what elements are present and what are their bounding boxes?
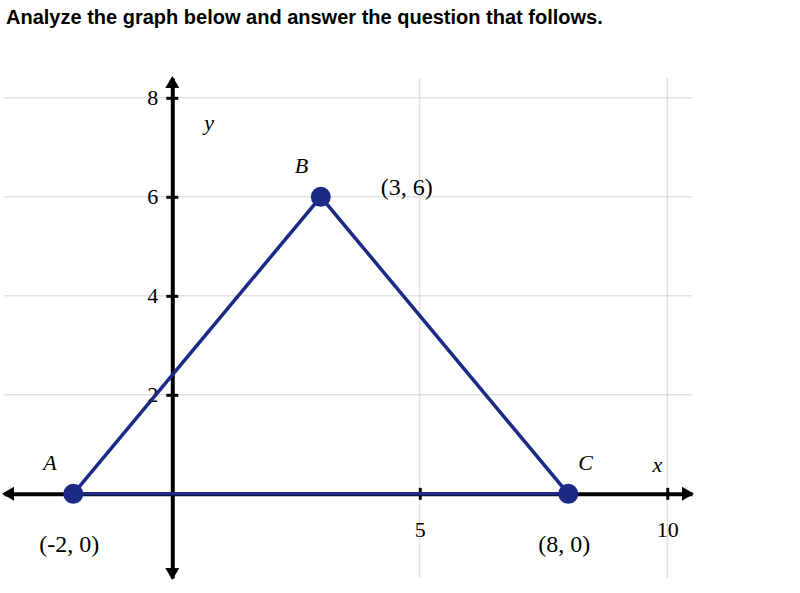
tick-mark bbox=[166, 295, 178, 298]
vertex bbox=[311, 187, 331, 207]
grid-line bbox=[4, 295, 692, 296]
grid-line bbox=[4, 196, 692, 197]
axis-arrow bbox=[165, 568, 179, 580]
vertex-label: A bbox=[41, 450, 57, 475]
tick: 4 bbox=[147, 283, 178, 308]
tick-label: 10 bbox=[657, 517, 679, 542]
axis-line bbox=[171, 79, 175, 579]
tick-label: 8 bbox=[147, 85, 158, 110]
axis-arrow bbox=[2, 487, 14, 501]
tick: 5 bbox=[415, 488, 426, 543]
tick: 10 bbox=[657, 488, 679, 543]
tick-label: 6 bbox=[147, 184, 158, 209]
axis-title: x bbox=[651, 452, 662, 477]
vertex bbox=[558, 484, 578, 504]
axis-title: y bbox=[202, 110, 214, 135]
labels: A (-2, 0) B (3, 6) C (8, 0) bbox=[39, 153, 593, 557]
tick: 6 bbox=[147, 184, 178, 209]
tick-mark bbox=[166, 394, 178, 397]
axis-arrow bbox=[682, 487, 694, 501]
vertex-label: C bbox=[578, 450, 593, 475]
triangle bbox=[73, 197, 568, 494]
coordinate-label: (3, 6) bbox=[381, 174, 433, 200]
grid-line bbox=[4, 97, 692, 98]
title: Analyze the graph below and answer the q… bbox=[6, 6, 603, 28]
axis-arrows bbox=[2, 76, 694, 580]
tick-label: 5 bbox=[415, 517, 426, 542]
chart: Analyze the graph below and answer the q… bbox=[0, 0, 800, 593]
vertex bbox=[63, 484, 83, 504]
vertex-label: B bbox=[295, 153, 308, 178]
plot bbox=[63, 187, 578, 504]
coordinate-label: (8, 0) bbox=[538, 531, 590, 557]
tick-mark bbox=[666, 488, 669, 500]
grid-line bbox=[667, 78, 668, 578]
grid-line bbox=[419, 78, 420, 578]
tick: 8 bbox=[147, 85, 178, 110]
grid-line bbox=[4, 394, 692, 395]
grid bbox=[4, 78, 692, 578]
tick-mark bbox=[166, 196, 178, 199]
coordinate-label: (-2, 0) bbox=[39, 531, 99, 557]
y-axis: 2468 bbox=[147, 79, 178, 579]
tick-mark bbox=[166, 97, 178, 100]
tick-label: 4 bbox=[147, 283, 158, 308]
axis-arrow bbox=[165, 76, 179, 88]
